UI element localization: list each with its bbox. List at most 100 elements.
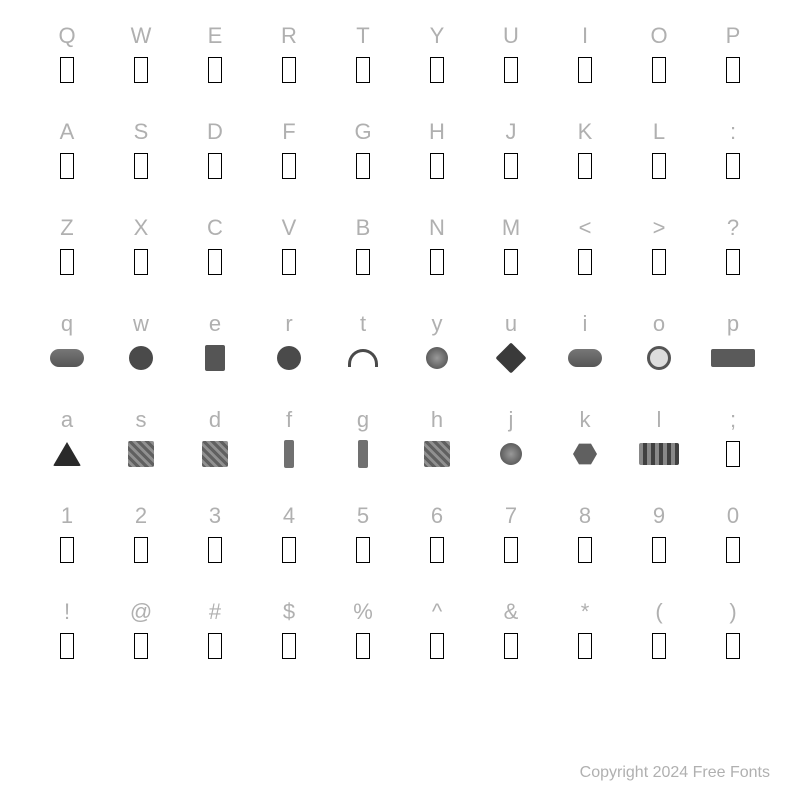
char-label: @ [104,596,178,628]
missing-glyph-box [430,153,444,179]
glyph-cell [252,340,326,376]
glyph-cell [474,148,548,184]
glyph-cell [326,340,400,376]
missing-glyph-box [504,57,518,83]
missing-glyph-box [430,249,444,275]
ornament-glyph [53,442,81,466]
missing-glyph-box [430,537,444,563]
missing-glyph-box [504,153,518,179]
char-label: g [326,404,400,436]
missing-glyph-box [282,633,296,659]
char-label: F [252,116,326,148]
missing-glyph-box [356,57,370,83]
character-map-grid: QWERTYUIOPASDFGHJKL:ZXCVBNM<>?qwertyuiop… [30,20,770,692]
ornament-glyph [426,347,448,369]
glyph-cell [548,532,622,568]
label-row: 1234567890 [30,500,770,532]
char-label: 7 [474,500,548,532]
glyph-cell [30,52,104,88]
char-label: X [104,212,178,244]
ornament-glyph [647,346,671,370]
glyph-cell [178,532,252,568]
glyph-cell [696,148,770,184]
missing-glyph-box [60,249,74,275]
label-row: asdfghjkl; [30,404,770,436]
missing-glyph-box [356,153,370,179]
ornament-glyph [358,440,368,468]
label-row: ZXCVBNM<>? [30,212,770,244]
glyph-cell [30,244,104,280]
char-label: j [474,404,548,436]
missing-glyph-box [134,153,148,179]
char-label: L [622,116,696,148]
glyph-cell [178,436,252,472]
char-label: H [400,116,474,148]
glyph-cell [104,436,178,472]
missing-glyph-box [578,249,592,275]
char-label: P [696,20,770,52]
ornament-glyph [348,349,378,367]
missing-glyph-box [726,441,740,467]
char-label: 3 [178,500,252,532]
missing-glyph-box [430,57,444,83]
missing-glyph-box [652,633,666,659]
glyph-cell [30,532,104,568]
glyph-cell [252,532,326,568]
char-label: ^ [400,596,474,628]
glyph-cell [548,148,622,184]
missing-glyph-box [726,633,740,659]
char-label: I [548,20,622,52]
glyph-row [30,148,770,184]
missing-glyph-box [578,57,592,83]
char-label: f [252,404,326,436]
char-label: 6 [400,500,474,532]
label-row: !@#$%^&*() [30,596,770,628]
missing-glyph-box [578,153,592,179]
missing-glyph-box [60,57,74,83]
glyph-cell [104,340,178,376]
glyph-cell [696,244,770,280]
char-label: ; [696,404,770,436]
copyright-text: Copyright 2024 Free Fonts [580,764,770,782]
char-label: T [326,20,400,52]
missing-glyph-box [134,57,148,83]
glyph-cell [622,148,696,184]
char-label: $ [252,596,326,628]
ornament-glyph [500,443,522,465]
char-label: y [400,308,474,340]
char-label: i [548,308,622,340]
ornament-glyph [205,345,225,371]
missing-glyph-box [652,537,666,563]
glyph-cell [548,340,622,376]
glyph-cell [400,532,474,568]
glyph-cell [696,532,770,568]
char-label: w [104,308,178,340]
ornament-glyph [711,349,755,367]
glyph-cell [400,628,474,664]
glyph-cell [622,436,696,472]
missing-glyph-box [726,153,740,179]
glyph-cell [696,436,770,472]
glyph-cell [474,340,548,376]
glyph-cell [622,244,696,280]
glyph-cell [474,532,548,568]
glyph-cell [474,52,548,88]
char-label: S [104,116,178,148]
glyph-cell [622,532,696,568]
ornament-glyph [128,441,154,467]
glyph-cell [326,244,400,280]
label-row: QWERTYUIOP [30,20,770,52]
glyph-row [30,628,770,664]
char-label: 0 [696,500,770,532]
glyph-cell [548,628,622,664]
char-label: r [252,308,326,340]
row-pair: !@#$%^&*() [30,596,770,664]
glyph-cell [326,148,400,184]
row-pair: QWERTYUIOP [30,20,770,88]
glyph-cell [326,436,400,472]
missing-glyph-box [282,57,296,83]
missing-glyph-box [134,633,148,659]
glyph-cell [104,628,178,664]
row-pair: asdfghjkl; [30,404,770,472]
char-label: u [474,308,548,340]
